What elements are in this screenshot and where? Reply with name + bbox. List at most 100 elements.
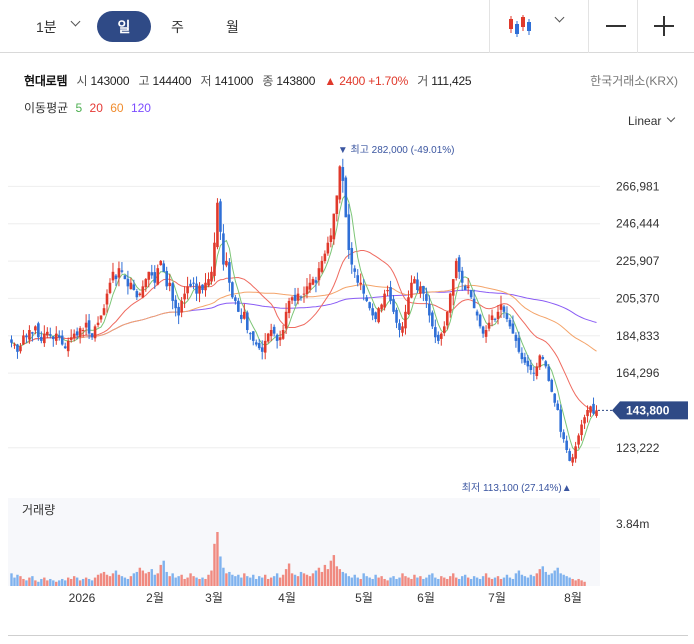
volume-bar [386, 580, 389, 586]
volume-bar [258, 576, 261, 586]
volume-bar [550, 573, 553, 586]
candle-body [251, 331, 255, 341]
volume-bar [228, 571, 231, 586]
chevron-down-icon[interactable] [554, 12, 565, 23]
chevron-down-icon[interactable] [70, 16, 81, 27]
volume-bar [428, 574, 431, 586]
ma-5: 5 [75, 101, 83, 115]
candle-body [10, 339, 13, 343]
candle-body [571, 457, 574, 463]
tab-daily[interactable]: 일 [97, 11, 151, 42]
volume-bar [308, 576, 312, 586]
volume-bar [31, 576, 34, 586]
volume-bar [159, 564, 162, 586]
volume-bar [571, 578, 574, 586]
candle-body [365, 297, 368, 301]
volume-bar [22, 578, 25, 586]
x-tick-label: 6월 [417, 591, 435, 605]
volume-bar [78, 580, 82, 586]
volume-bar [156, 573, 159, 586]
x-tick-label: 2월 [146, 591, 164, 605]
candle-body [565, 440, 568, 450]
volume-bar [34, 580, 37, 586]
volume-bar [240, 577, 243, 586]
candle-body [350, 247, 354, 265]
volume-bar [455, 577, 458, 586]
volume-bar [234, 576, 237, 586]
volume-bar [213, 543, 216, 586]
candlestick-icon[interactable] [508, 13, 532, 39]
candle-body [371, 308, 374, 316]
volume-bar [58, 580, 61, 586]
candle-body [296, 293, 300, 301]
candle-body [448, 293, 452, 313]
volume-bar [150, 569, 153, 586]
candle-body [425, 294, 428, 301]
volume-bar [96, 574, 100, 586]
candle-body [37, 323, 40, 338]
interval-label: 1분 [36, 18, 57, 35]
chevron-down-icon[interactable] [666, 113, 676, 123]
candle-body [189, 283, 192, 287]
candle-body [481, 326, 485, 334]
volume-bar [404, 576, 407, 586]
candle-body [380, 304, 383, 310]
volume-bar [67, 577, 70, 586]
volume-bar [207, 574, 210, 586]
volume-bar [231, 574, 234, 586]
candle-body [410, 282, 413, 298]
candle-body [395, 309, 398, 323]
candle-body [293, 294, 297, 301]
volume-bar [389, 577, 392, 586]
volume-bar [398, 577, 401, 586]
candle-body [559, 409, 562, 432]
minus-icon[interactable] [606, 25, 626, 27]
volume-bar [40, 578, 43, 586]
candle-body [317, 268, 321, 281]
volume-bar [198, 578, 201, 586]
chart-toolbar: 1분 일 주 월 [0, 0, 694, 53]
volume-bar [177, 576, 180, 586]
candle-body [437, 334, 440, 341]
candle-body [132, 284, 136, 290]
volume-bar [472, 576, 476, 586]
candle-body [54, 333, 58, 341]
candle-body [532, 372, 536, 374]
candle-body [123, 275, 127, 280]
candle-body [40, 336, 43, 341]
price-chart[interactable]: 266,981 246,444 225,907 205,370 184,833 164,2… [0, 130, 694, 630]
candle-body [16, 344, 19, 352]
candle-body [198, 286, 201, 294]
volume-bar [380, 576, 383, 586]
volume-bar [487, 577, 491, 586]
high-annotation: ▼ 최고 282,000 (-49.01%) [338, 144, 455, 156]
volume-bar [326, 569, 330, 586]
candle-body [383, 293, 386, 308]
candle-body [401, 326, 404, 333]
plus-icon[interactable] [654, 16, 674, 36]
tab-monthly[interactable]: 월 [226, 18, 239, 35]
candle-body [329, 235, 333, 242]
candle-body [144, 279, 148, 288]
volume-bar [108, 576, 112, 586]
tab-weekly[interactable]: 주 [171, 18, 184, 35]
scale-select[interactable]: Linear [628, 114, 662, 128]
volume-bar [493, 577, 497, 586]
candle-body [487, 322, 491, 329]
candle-body [392, 299, 395, 312]
candle-body [237, 300, 240, 312]
candle-body [472, 298, 476, 309]
volume-bar [443, 577, 446, 586]
volume-bar [553, 570, 556, 586]
volume-bar [502, 577, 506, 586]
volume-bar [374, 574, 377, 586]
volume-bar [344, 573, 347, 586]
volume-bar [114, 570, 118, 586]
volume-bar [237, 574, 240, 586]
x-tick-label: 5월 [355, 591, 373, 605]
interval-select[interactable]: 1분 [36, 0, 57, 53]
candle-body [445, 311, 449, 326]
candle-body [87, 320, 91, 334]
candle-body [43, 333, 46, 344]
candle-body [228, 262, 231, 283]
